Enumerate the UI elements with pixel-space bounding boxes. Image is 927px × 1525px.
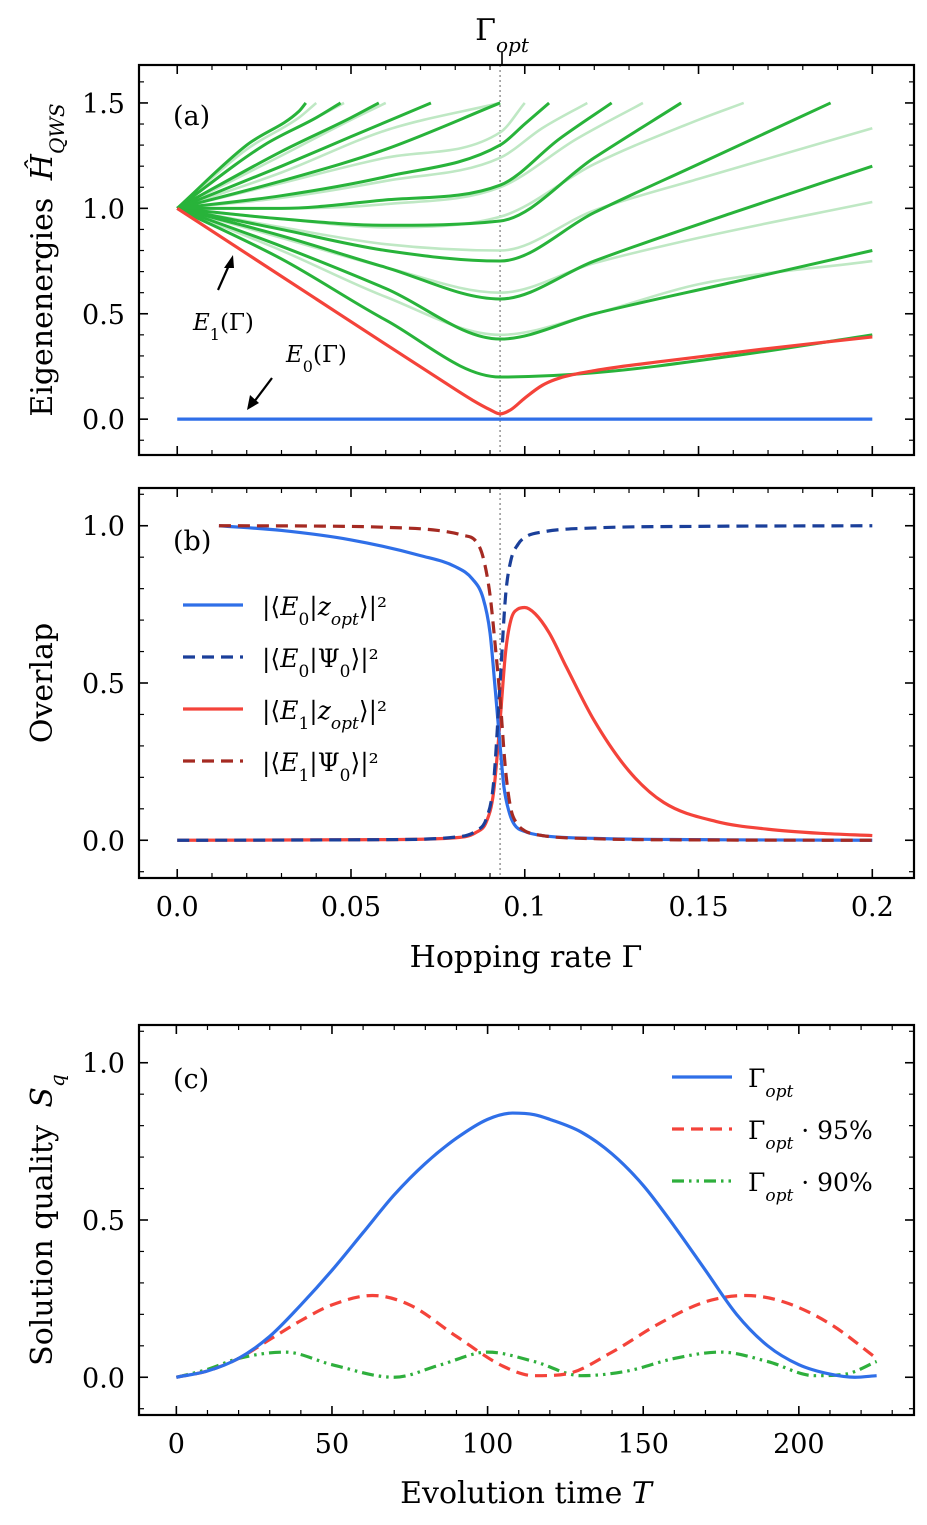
e0-arrow <box>247 377 273 410</box>
panel-c-xtick-label: 50 <box>315 1429 349 1460</box>
panel-b-xtick-label: 0.15 <box>668 892 728 923</box>
panel-b-xtick-label: 0.0 <box>156 892 199 923</box>
legend-label: Γopt <box>748 1064 793 1102</box>
e0-annotation: E0(Γ) <box>285 342 347 376</box>
panel-b-legend: |⟨E0|zopt⟩|² |⟨E0|Ψ0⟩|² |⟨E1|zopt⟩|² |⟨E1|Ψ… <box>183 592 387 786</box>
excited-state-curve-light <box>177 101 588 210</box>
solution-quality-curve-2 <box>175 1350 878 1379</box>
panel-a-ticks: 0.0 0.5 1.0 1.5 <box>82 65 914 455</box>
overlap-curve-3 <box>218 524 873 842</box>
panel-a-ytick-label: 0.0 <box>82 405 125 436</box>
panel-a-tag: (a) <box>173 101 210 132</box>
overlap-curve-1 <box>177 524 873 842</box>
excited-state-curve <box>176 101 342 210</box>
solution-quality-curve-1 <box>176 1293 878 1379</box>
panel-b-ytick-label: 1.0 <box>82 512 125 543</box>
excited-state-curve-light <box>176 126 873 252</box>
e1-annotation: E1(Γ) <box>192 310 254 344</box>
panel-c: 0 50 100 150 200 0.0 0.5 1.0 (c) Solution quali… <box>25 1023 916 1511</box>
e1-arrow <box>216 255 234 291</box>
panel-c-ytick-label: 0.0 <box>82 1363 125 1394</box>
panel-b-xlabel: Hopping rate Γ <box>410 940 643 975</box>
panel-c-ytick-label: 1.0 <box>82 1049 125 1080</box>
gamma-opt-label: Γopt <box>475 13 530 57</box>
panel-a-ytick-label: 1.0 <box>82 194 125 225</box>
panel-c-ytick-label: 0.5 <box>82 1206 125 1237</box>
legend-label: Γopt · 90% <box>748 1168 873 1206</box>
panel-a-ytick-label: 0.5 <box>82 300 125 331</box>
excited-state-curve <box>176 101 832 263</box>
legend-label: |⟨E0|zopt⟩|² <box>262 592 387 630</box>
panel-b-plot-area <box>177 488 873 878</box>
excited-state-curve <box>176 206 873 341</box>
panel-b-ylabel: Overlap <box>25 623 60 743</box>
panel-c-xtick-label: 100 <box>462 1429 514 1460</box>
excited-state-curve <box>177 101 682 227</box>
excited-state-curve-light <box>176 101 501 210</box>
excited-state-curve <box>177 101 613 210</box>
panel-c-tag: (c) <box>173 1064 209 1095</box>
panel-c-xtick-label: 200 <box>773 1429 825 1460</box>
panel-b-frame <box>137 486 916 880</box>
panel-b-xtick-label: 0.1 <box>503 892 546 923</box>
legend-label: |⟨E0|Ψ0⟩|² <box>262 644 379 682</box>
excited-state-curve <box>176 207 873 379</box>
panel-a-plot-area <box>176 65 873 455</box>
e1-curve <box>176 207 873 416</box>
excited-state-curve <box>176 101 380 210</box>
panel-c-ticks: 0 50 100 150 200 0.0 0.5 1.0 <box>82 1025 914 1460</box>
excited-state-curve <box>176 164 873 301</box>
excited-state-curve <box>176 101 307 210</box>
panel-b-ytick-label: 0.5 <box>82 669 125 700</box>
legend-label: |⟨E1|Ψ0⟩|² <box>262 748 379 786</box>
panel-b-xtick-label: 0.2 <box>851 892 894 923</box>
panel-a-ytick-label: 1.5 <box>82 89 125 120</box>
excited-state-curve <box>177 101 551 210</box>
panel-b-ytick-label: 0.0 <box>82 826 125 857</box>
panel-c-xlabel: Evolution time T <box>400 1476 654 1511</box>
panel-a-frame <box>137 63 916 457</box>
excited-state-curve-light <box>176 101 387 210</box>
panel-b: 0.0 0.05 0.1 0.15 0.2 0.0 0.5 1.0 (b) Overlap H… <box>25 486 916 975</box>
excited-state-curve-light <box>176 207 873 337</box>
panel-c-xtick-label: 150 <box>617 1429 669 1460</box>
panel-a-ylabel: Eigenenergies ĤQWS <box>24 103 69 416</box>
overlap-curve-0 <box>218 524 873 842</box>
panel-b-ticks: 0.0 0.05 0.1 0.15 0.2 0.0 0.5 1.0 <box>82 488 914 923</box>
panel-c-ylabel: Solution quality Sq <box>25 1074 69 1366</box>
excited-state-curve <box>176 101 501 210</box>
panel-c-plot-area <box>175 1111 878 1379</box>
panel-c-legend: Γopt Γopt · 95% Γopt · 90% <box>672 1064 873 1206</box>
panel-b-xtick-label: 0.05 <box>321 892 381 923</box>
legend-label: Γopt · 95% <box>748 1116 873 1154</box>
panel-c-xtick-label: 0 <box>168 1429 185 1460</box>
excited-state-curve <box>176 101 432 210</box>
panel-a: Γopt 0.0 0.5 1.0 1.5 (a) Eigenenergies ĤQWS… <box>24 13 916 457</box>
legend-label: |⟨E1|zopt⟩|² <box>262 696 387 734</box>
solution-quality-curve-0 <box>176 1111 877 1379</box>
excited-state-curve-light <box>176 200 873 294</box>
panel-b-tag: (b) <box>173 526 211 557</box>
